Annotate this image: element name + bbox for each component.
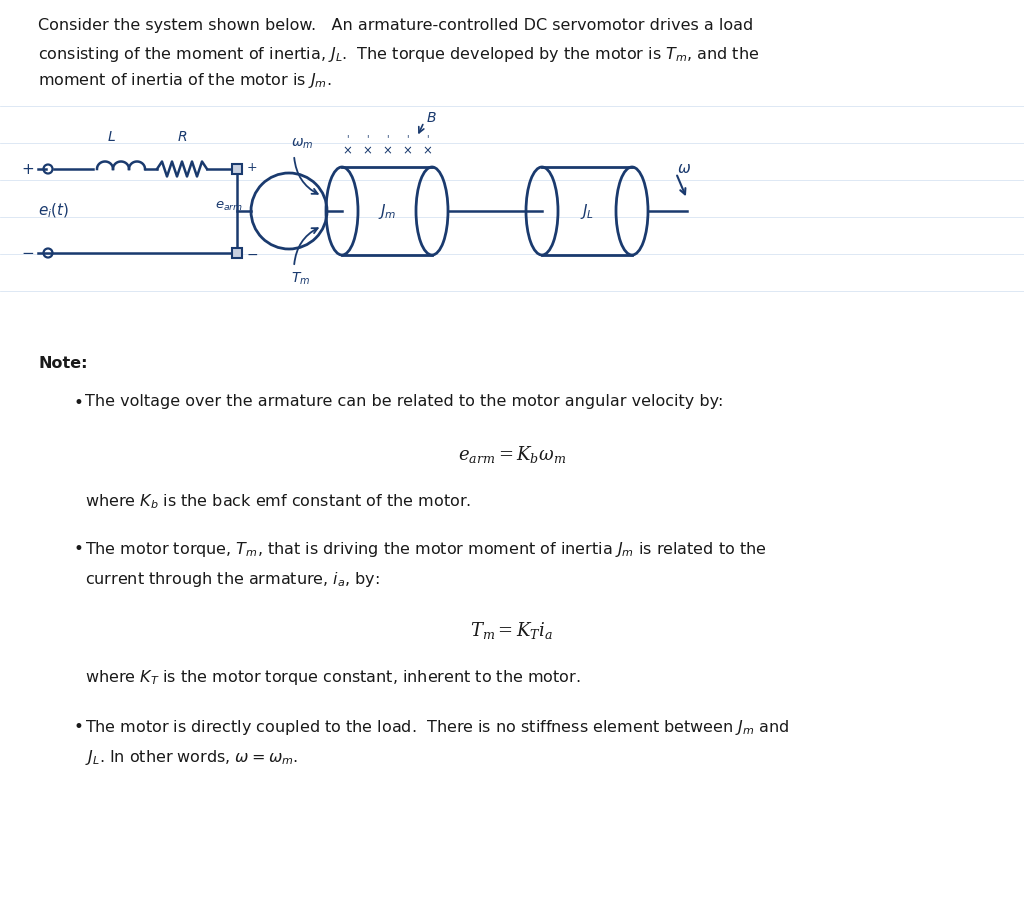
- Text: where $K_T$ is the motor torque constant, inherent to the motor.: where $K_T$ is the motor torque constant…: [85, 668, 581, 687]
- Text: R: R: [177, 130, 186, 144]
- Text: moment of inertia of the motor is $J_m$.: moment of inertia of the motor is $J_m$.: [38, 71, 332, 90]
- Text: Consider the system shown below.   An armature-controlled DC servomotor drives a: Consider the system shown below. An arma…: [38, 18, 754, 33]
- Polygon shape: [232, 248, 242, 258]
- Text: •: •: [73, 540, 83, 558]
- Text: $T_m$: $T_m$: [291, 271, 310, 287]
- Text: $J_m$: $J_m$: [378, 202, 396, 220]
- Text: +: +: [22, 161, 35, 177]
- Text: $\omega$: $\omega$: [677, 161, 691, 176]
- Text: ×: ×: [362, 144, 372, 157]
- Text: $e_i(t)$: $e_i(t)$: [38, 202, 70, 220]
- Text: $e_{arm} = K_b\omega_m$: $e_{arm} = K_b\omega_m$: [458, 444, 566, 465]
- Text: ': ': [386, 134, 388, 144]
- Text: •: •: [73, 718, 83, 736]
- Text: ': ': [406, 134, 409, 144]
- Text: −: −: [22, 246, 35, 261]
- Text: $J_L$: $J_L$: [580, 202, 594, 220]
- Text: +: +: [247, 160, 258, 173]
- Text: $T_m = K_T i_a$: $T_m = K_T i_a$: [470, 620, 554, 641]
- Text: current through the armature, $i_a$, by:: current through the armature, $i_a$, by:: [85, 570, 380, 589]
- Text: B: B: [427, 111, 436, 125]
- Text: The motor is directly coupled to the load.  There is no stiffness element betwee: The motor is directly coupled to the loa…: [85, 718, 790, 737]
- Text: ': ': [426, 134, 428, 144]
- Text: The voltage over the armature can be related to the motor angular velocity by:: The voltage over the armature can be rel…: [85, 394, 723, 409]
- Text: ': ': [366, 134, 369, 144]
- Text: ×: ×: [342, 144, 352, 157]
- Polygon shape: [232, 164, 242, 174]
- Text: $J_L$. In other words, $\omega = \omega_m$.: $J_L$. In other words, $\omega = \omega_…: [85, 748, 298, 767]
- Text: Note:: Note:: [38, 356, 87, 371]
- Text: where $K_b$ is the back emf constant of the motor.: where $K_b$ is the back emf constant of …: [85, 492, 471, 511]
- Text: ×: ×: [402, 144, 412, 157]
- Text: ×: ×: [422, 144, 432, 157]
- Text: ×: ×: [382, 144, 392, 157]
- Text: The motor torque, $T_m$, that is driving the motor moment of inertia $J_m$ is re: The motor torque, $T_m$, that is driving…: [85, 540, 767, 559]
- Text: $e_{arm}$: $e_{arm}$: [215, 200, 243, 213]
- Text: •: •: [73, 394, 83, 412]
- Text: $\omega_m$: $\omega_m$: [291, 136, 313, 151]
- Text: ': ': [346, 134, 348, 144]
- Text: −: −: [247, 248, 259, 262]
- Text: L: L: [108, 130, 115, 144]
- Text: consisting of the moment of inertia, $J_L$.  The torque developed by the motor i: consisting of the moment of inertia, $J_…: [38, 44, 760, 64]
